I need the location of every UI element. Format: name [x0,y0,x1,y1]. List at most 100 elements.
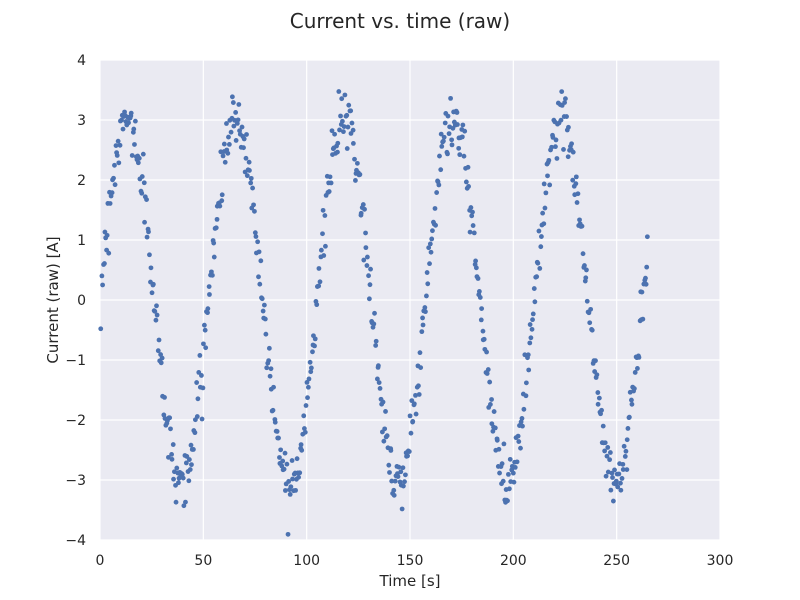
data-point [132,118,138,124]
data-point [463,179,469,185]
data-point [219,192,225,198]
data-point [428,249,434,255]
data-point [349,120,355,126]
data-point [640,316,646,322]
data-point [144,234,150,240]
data-point [344,146,350,151]
x-axis-ticks: 0 50 100 150 200 250 300 [96,553,734,569]
data-point [459,134,465,140]
data-point [429,236,435,242]
data-point [98,326,104,332]
data-point [566,124,571,130]
data-point [605,445,611,450]
data-point [128,110,134,116]
data-point [332,131,337,137]
data-point [417,350,423,356]
data-point [629,397,634,403]
data-point [561,147,566,152]
data-point [171,476,176,482]
data-point [363,245,369,251]
data-point [392,478,398,484]
data-point [610,498,616,504]
data-point [413,411,419,417]
data-point [253,234,259,239]
data-point [129,153,135,158]
data-point [232,117,237,123]
data-point [233,110,239,115]
data-point [535,260,541,266]
data-point [643,281,649,287]
data-point [491,409,497,414]
data-point [372,310,377,316]
data-point [316,266,322,271]
data-point [241,136,247,142]
data-point [387,470,392,475]
data-point [340,118,345,124]
data-point [102,261,107,266]
data-point [416,392,422,397]
data-point [214,216,220,222]
data-point [116,160,122,166]
data-point [341,124,347,129]
data-point [158,360,164,366]
data-point [122,109,127,115]
data-point [131,126,137,132]
data-point [183,499,188,505]
y-tick-label: 4 [77,53,86,69]
data-point [200,385,206,391]
data-point [424,293,429,299]
data-point [114,153,120,158]
data-point [194,414,200,419]
data-point [226,142,232,147]
data-point [534,274,540,280]
data-point [605,469,611,475]
data-point [406,449,412,455]
data-point [479,306,485,311]
data-point [154,303,159,309]
data-point [231,123,237,129]
data-point [280,458,286,464]
data-point [511,479,517,485]
data-point [446,131,452,137]
data-point [229,94,235,100]
data-point [588,306,594,312]
data-point [434,190,440,195]
data-point [603,473,609,479]
data-point [368,266,373,272]
data-point [255,239,261,245]
data-point [366,273,371,279]
data-point [594,372,600,378]
data-point [613,478,619,484]
data-point [608,487,614,493]
data-point [365,254,370,260]
data-point [382,426,388,432]
data-point [625,426,631,431]
data-point [230,100,236,105]
data-point [144,197,149,203]
data-point [401,483,406,489]
data-point [636,355,642,360]
data-point [288,484,294,490]
data-point [115,138,121,144]
data-point [386,462,392,468]
data-point [460,122,466,128]
data-point [423,309,428,315]
data-point [155,348,161,354]
y-tick-label: −4 [65,533,86,549]
data-point [345,124,351,130]
data-point [199,373,204,378]
data-point [403,472,408,478]
data-point [281,466,287,472]
data-point [391,492,397,498]
data-point [326,189,332,194]
data-point [542,205,548,211]
data-point [527,340,533,346]
data-point [278,447,284,453]
data-point [554,156,560,161]
data-point [476,289,482,294]
data-point [596,395,602,401]
data-point [540,210,546,216]
data-point [112,162,117,168]
data-point [285,531,291,537]
